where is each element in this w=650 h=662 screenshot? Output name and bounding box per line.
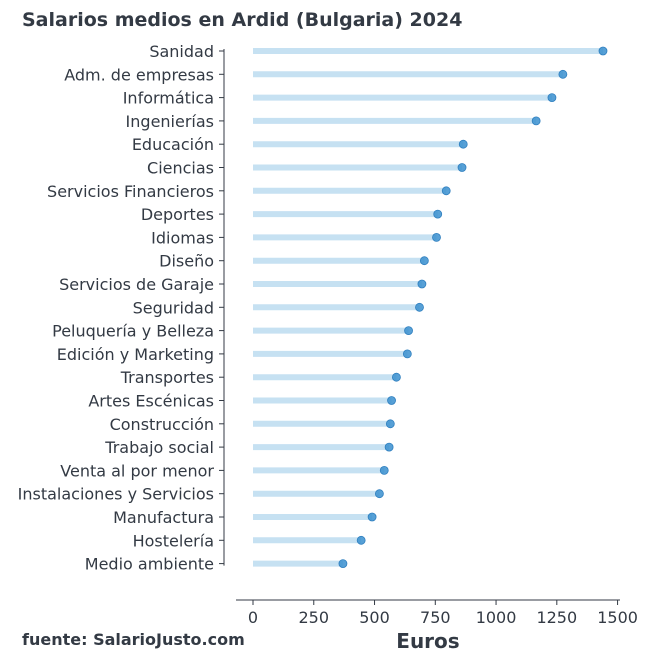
- data-point: [385, 419, 395, 429]
- data-point: [338, 559, 348, 568]
- data-point: [356, 535, 366, 545]
- data-point: [374, 489, 384, 499]
- category-label: Servicios de Garaje: [59, 275, 214, 294]
- x-ticks-group: 0 250 500 750 1000 1250 1500: [248, 600, 638, 627]
- data-point: [415, 302, 424, 312]
- data-point: [419, 256, 429, 266]
- category-label: Informática: [123, 89, 214, 108]
- data-point: [432, 232, 441, 242]
- chart-title: Salarios medios en Ardid (Bulgaria) 2024: [22, 9, 462, 31]
- stems-group: [253, 48, 603, 567]
- x-axis-label: Euros: [396, 629, 459, 653]
- data-point: [392, 372, 401, 382]
- data-point: [387, 396, 396, 405]
- data-point: [404, 326, 413, 336]
- data-point: [433, 209, 443, 219]
- x-tick-label: 500: [359, 608, 390, 627]
- category-label: Venta al por menor: [60, 461, 214, 480]
- category-label: Idiomas: [151, 228, 214, 247]
- category-label: Manufactura: [113, 508, 214, 527]
- data-point: [441, 186, 451, 196]
- category-label: Sanidad: [149, 42, 214, 61]
- source-note: fuente: SalarioJusto.com: [22, 630, 245, 649]
- category-label: Instalaciones y Servicios: [18, 485, 214, 504]
- data-point: [558, 69, 568, 79]
- category-labels: Sanidad Adm. de empresas Informática Ingeni…: [18, 42, 224, 574]
- data-point: [402, 349, 412, 359]
- category-label: Hostelería: [133, 531, 214, 550]
- x-tick-label: 1500: [597, 608, 638, 627]
- category-label: Trabajo social: [104, 438, 214, 457]
- category-label: Peluquería y Belleza: [52, 322, 214, 341]
- category-label: Ingenierías: [126, 112, 214, 131]
- category-label: Adm. de empresas: [64, 65, 214, 84]
- category-label: Artes Escénicas: [88, 392, 214, 411]
- category-label: Edición y Marketing: [57, 345, 214, 364]
- category-label: Diseño: [159, 252, 214, 271]
- x-tick-label: 750: [420, 608, 451, 627]
- dots-group: [338, 46, 608, 568]
- data-point: [417, 279, 427, 289]
- category-label: Medio ambiente: [85, 555, 214, 574]
- category-label: Transportes: [120, 368, 214, 387]
- category-label: Servicios Financieros: [47, 182, 214, 201]
- data-point: [379, 465, 389, 475]
- category-label: Seguridad: [133, 298, 214, 317]
- data-point: [531, 116, 541, 126]
- x-tick-label: 1000: [476, 608, 517, 627]
- x-tick-label: 1250: [536, 608, 577, 627]
- data-point: [457, 163, 467, 172]
- data-point: [384, 442, 394, 452]
- category-label: Construcción: [110, 415, 214, 434]
- data-point: [367, 512, 377, 522]
- data-point: [598, 46, 608, 56]
- x-tick-label: 250: [298, 608, 329, 627]
- category-label: Deportes: [141, 205, 214, 224]
- category-label: Educación: [132, 135, 214, 154]
- x-tick-label: 0: [248, 608, 258, 627]
- data-point: [458, 139, 468, 149]
- category-label: Ciencias: [147, 159, 214, 178]
- data-point: [547, 93, 557, 102]
